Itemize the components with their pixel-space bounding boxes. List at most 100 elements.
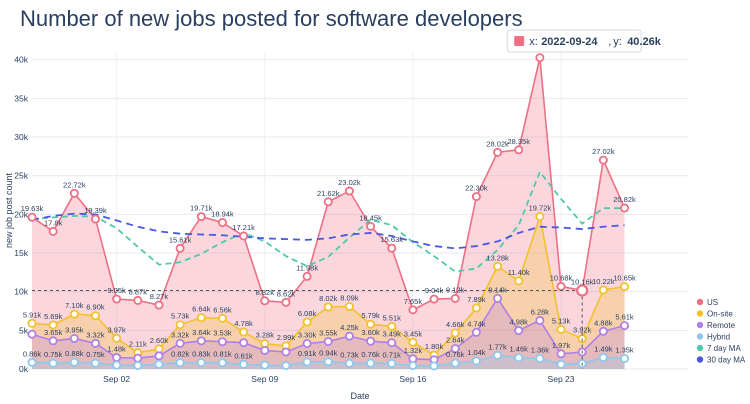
legend-label-7-day-ma[interactable]: 7 day MA [707, 344, 741, 353]
point-on-site [535, 212, 545, 222]
point-remote [387, 338, 397, 348]
point-remote [598, 326, 608, 336]
point-hybrid [217, 358, 227, 368]
point-hybrid [196, 358, 206, 368]
data-label-on-site: 4.66k [446, 320, 465, 329]
data-label-us: 11.98k [296, 263, 318, 272]
point-us [48, 226, 58, 236]
y-tick-label: 25k [14, 171, 28, 181]
area-remote [32, 298, 625, 369]
data-label-remote: 4.25k [340, 323, 359, 332]
point-us [69, 188, 79, 198]
legend-label-hybrid[interactable]: Hybrid [707, 333, 730, 342]
point-hybrid [535, 353, 545, 363]
data-label-remote: 3.30k [298, 330, 317, 339]
point-us [217, 218, 227, 228]
legend-marker-7-day-ma[interactable] [696, 344, 704, 352]
point-hybrid [344, 358, 354, 368]
data-label-hybrid: 1.35k [615, 346, 634, 355]
point-hybrid [620, 354, 630, 364]
area-us [32, 57, 625, 369]
y-tick-label: 15k [14, 248, 28, 258]
data-label-remote: 3.65k [44, 328, 63, 337]
data-label-remote: 6.28k [531, 307, 550, 316]
data-label-hybrid: 1.77k [488, 342, 507, 351]
x-tick-label: Sep 23 [548, 374, 575, 384]
point-us [133, 295, 143, 305]
legend-marker-hybrid[interactable] [696, 333, 704, 340]
data-label-us: 28.02k [486, 139, 509, 148]
data-label-us: 27.02k [592, 147, 615, 156]
legend-label-30-day-ma[interactable]: 30 day MA [707, 356, 746, 365]
point-us [344, 186, 354, 196]
data-label-us: 18.45k [359, 213, 382, 222]
point-hybrid [69, 357, 79, 367]
legend-label-on-site[interactable]: On-site [707, 310, 733, 319]
data-label-hybrid: 1.49k [594, 344, 613, 353]
point-remote [48, 336, 58, 346]
point-on-site [27, 318, 37, 328]
y-tick-label: 35k [14, 93, 28, 103]
legend-marker-30-day-ma[interactable] [696, 356, 704, 363]
data-label-hybrid: 0.81k [213, 350, 232, 359]
data-label-hybrid: 0.61k [234, 351, 253, 360]
chart-title: Number of new jobs posted for software d… [20, 6, 523, 31]
data-label-remote: 4.88k [594, 318, 613, 327]
data-label-remote: 1.97k [552, 341, 571, 350]
tooltip-x-value: 2022-09-24 [541, 36, 598, 48]
data-label-on-site: 5.51k [383, 313, 402, 322]
data-label-us: 15.63k [380, 235, 403, 244]
data-label-us: 17.21k [232, 223, 255, 232]
point-remote [196, 336, 206, 346]
point-remote [27, 329, 37, 339]
point-us [175, 243, 185, 253]
point-remote [514, 325, 524, 335]
data-label-on-site: 5.91k [23, 310, 42, 319]
point-hybrid [323, 357, 333, 367]
point-on-site [112, 333, 122, 343]
point-on-site [556, 324, 566, 334]
point-remote [69, 333, 79, 343]
data-label-hybrid: 0.88k [65, 349, 84, 358]
point-hybrid [281, 361, 291, 371]
data-label-us: 21.62k [317, 189, 340, 198]
point-hybrid [471, 356, 481, 366]
point-us [90, 214, 100, 224]
legend-marker-on-site[interactable] [696, 310, 704, 317]
x-tick-label: Sep 16 [399, 374, 426, 384]
point-hybrid [175, 358, 185, 368]
point-on-site [450, 328, 460, 338]
point-remote [217, 337, 227, 347]
legend-label-remote[interactable]: Remote [707, 321, 736, 330]
point-remote [620, 321, 630, 331]
point-us [154, 300, 164, 310]
legend-marker-us[interactable] [696, 298, 704, 306]
point-on-site [69, 309, 79, 319]
data-label-on-site: 1.80k [425, 342, 444, 351]
legend-label-us[interactable]: US [707, 298, 718, 307]
data-label-remote: 3.32k [171, 330, 190, 339]
hover-point [576, 284, 589, 297]
point-hybrid [260, 360, 270, 370]
legend-marker-remote[interactable] [696, 321, 704, 329]
data-label-on-site: 6.56k [213, 305, 232, 314]
data-label-remote: 3.49k [383, 330, 402, 339]
data-label-hybrid: 0.76k [446, 350, 465, 359]
point-remote [344, 331, 354, 341]
point-hybrid [48, 358, 58, 368]
data-label-on-site: 7.89k [467, 295, 486, 304]
y-tick-label: 10k [14, 287, 28, 297]
data-label-us: 8.27k [150, 292, 169, 301]
point-on-site [514, 276, 524, 286]
point-remote [281, 347, 291, 357]
point-on-site [323, 302, 333, 312]
point-remote [450, 344, 460, 354]
data-label-hybrid: 1.46k [510, 345, 529, 354]
x-axis-title: Date [350, 391, 369, 401]
y-tick-label: 30k [14, 132, 28, 142]
point-on-site [620, 282, 630, 292]
point-us [450, 293, 460, 303]
data-label-us: 19.39k [84, 206, 107, 215]
point-us [408, 305, 418, 315]
